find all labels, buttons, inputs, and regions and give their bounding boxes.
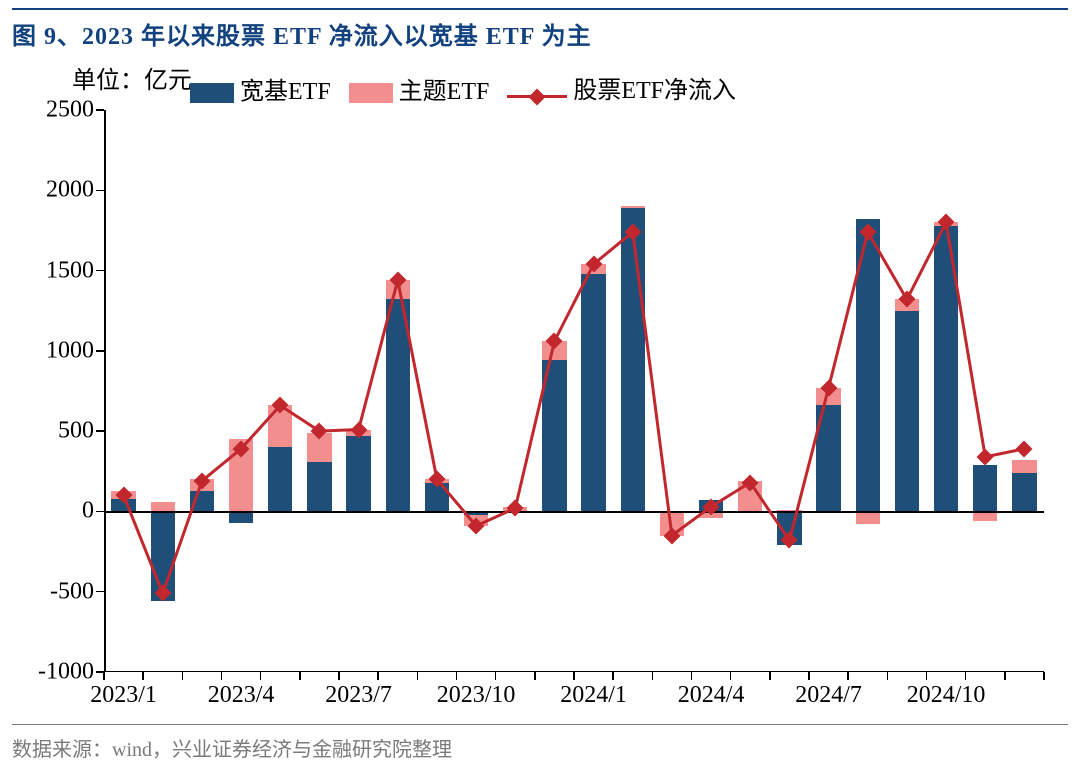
x-tick-mark — [1004, 672, 1006, 680]
y-tick-mark — [96, 511, 104, 513]
chart-title-row: 图 9、2023 年以来股票 ETF 净流入以宽基 ETF 为主 — [12, 8, 1068, 51]
x-tick-label: 2024/10 — [907, 672, 986, 709]
legend-swatch-zhuti — [349, 83, 393, 103]
x-tick-mark — [182, 672, 184, 680]
legend-item-kuanji: 宽基ETF — [190, 71, 331, 106]
source-citation: 数据来源：wind，兴业证券经济与金融研究院整理 — [12, 724, 1068, 762]
x-tick-label: 2024/4 — [678, 672, 745, 709]
x-tick-mark — [417, 672, 419, 680]
legend: 宽基ETF 主题ETF 股票ETF净流入 — [190, 70, 736, 107]
x-tick-label: 2024/1 — [560, 672, 627, 709]
legend-label-zhuti: 主题ETF — [399, 79, 490, 105]
x-tick-label: 2024/7 — [795, 672, 862, 709]
x-tick-mark — [769, 672, 771, 680]
legend-swatch-line — [507, 87, 567, 107]
x-tick-label: 2023/10 — [437, 672, 516, 709]
legend-swatch-kuanji — [190, 83, 234, 103]
y-axis-unit: 单位：亿元 — [72, 60, 192, 95]
y-tick-mark — [96, 430, 104, 432]
chart-title: 图 9、2023 年以来股票 ETF 净流入以宽基 ETF 为主 — [12, 24, 592, 50]
legend-item-zhuti: 主题ETF — [349, 71, 490, 106]
y-tick-mark — [96, 190, 104, 192]
source-text: 数据来源：wind，兴业证券经济与金融研究院整理 — [12, 739, 452, 761]
x-tick-mark — [534, 672, 536, 680]
x-tick-label: 2023/4 — [208, 672, 275, 709]
x-tick-mark — [887, 672, 889, 680]
net-inflow-line — [124, 222, 1025, 593]
y-tick-mark — [96, 270, 104, 272]
y-tick-mark — [96, 591, 104, 593]
chart-plot-area: -1000-500050010001500200025002023/12023/… — [104, 110, 1044, 672]
line-series-layer — [104, 110, 1044, 672]
x-tick-mark — [1043, 672, 1045, 680]
legend-label-kuanji: 宽基ETF — [240, 79, 331, 105]
x-tick-label: 2023/7 — [325, 672, 392, 709]
y-tick-mark — [96, 350, 104, 352]
x-tick-label: 2023/1 — [90, 672, 157, 709]
x-tick-mark — [299, 672, 301, 680]
y-tick-mark — [96, 109, 104, 111]
legend-item-line: 股票ETF净流入 — [507, 70, 736, 107]
legend-label-line: 股票ETF净流入 — [573, 78, 736, 104]
x-tick-mark — [652, 672, 654, 680]
